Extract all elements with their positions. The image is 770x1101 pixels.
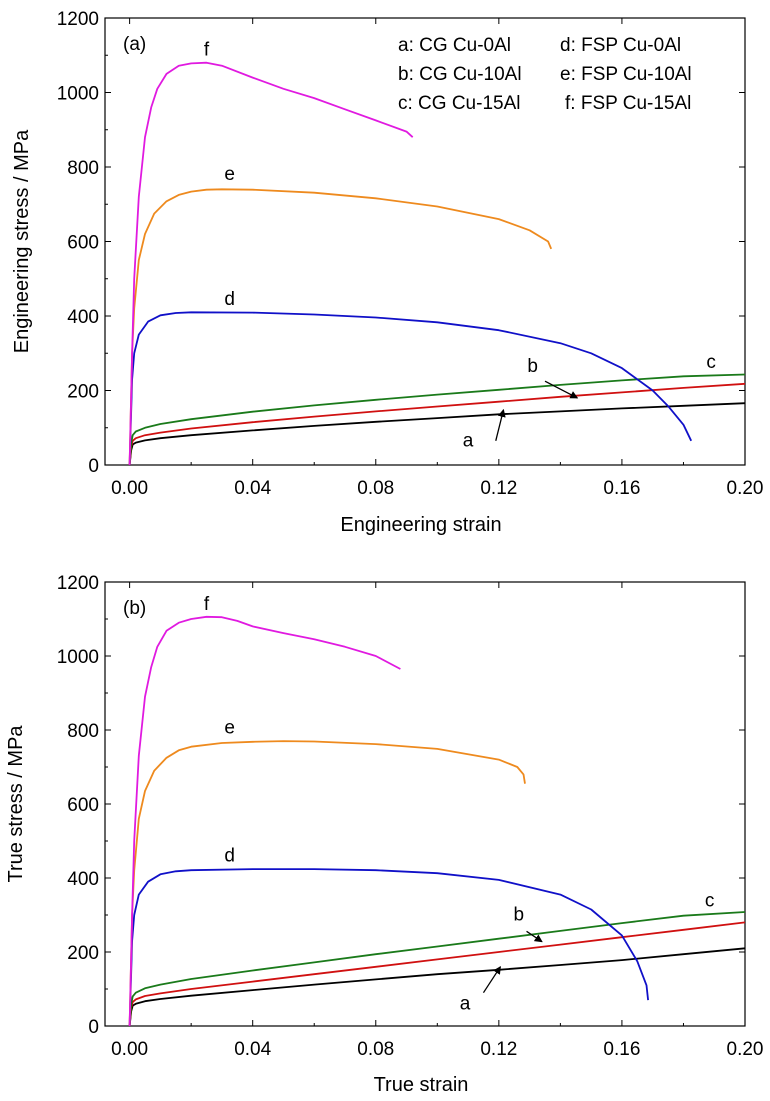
arrow-b xyxy=(544,380,579,399)
legend-entry: d: FSP Cu-0Al xyxy=(560,35,681,56)
curve-label-d: d xyxy=(224,845,235,866)
series-line-e xyxy=(128,740,526,1026)
y-tick-label: 1000 xyxy=(57,84,99,105)
x-axis-label: True strain xyxy=(374,1074,469,1096)
x-tick-label: 0.08 xyxy=(357,478,394,499)
y-tick-label: 1200 xyxy=(57,573,99,594)
y-tick-label: 200 xyxy=(67,382,99,403)
series-line-b xyxy=(128,382,745,465)
series-line-b xyxy=(128,921,745,1026)
x-tick-label: 0.04 xyxy=(234,1039,271,1060)
curve-label-c: c xyxy=(705,890,715,911)
x-tick-label: 0.08 xyxy=(357,1039,394,1060)
curve-label-e: e xyxy=(224,718,235,739)
legend-entry: c: CG Cu-15Al xyxy=(398,93,520,114)
chart-panel-a: 0.00 0.04 0.08 0.12 0.16 0.20 0 200 400 600 800 100… xyxy=(11,9,763,536)
x-tick-label: 0.16 xyxy=(603,1039,640,1060)
series-line-c xyxy=(128,373,745,465)
y-tick-label: 1200 xyxy=(57,9,99,30)
series-line-a xyxy=(128,402,745,465)
series-line-a xyxy=(128,947,745,1026)
plot-frame xyxy=(104,17,746,466)
x-tick-label: 0.16 xyxy=(603,478,640,499)
y-tick-label: 400 xyxy=(67,307,99,328)
arrow-a xyxy=(495,408,506,441)
curve-label-a: a xyxy=(463,430,474,451)
x-tick-label: 0.00 xyxy=(111,1039,148,1060)
series-line-f xyxy=(128,615,401,1026)
curve-label-e: e xyxy=(224,164,235,185)
curve-label-b: b xyxy=(514,905,525,926)
legend: a: CG Cu-0Al b: CG Cu-10Al c: CG Cu-15Al d:… xyxy=(398,35,692,114)
legend-entry: f: FSP Cu-15Al xyxy=(565,93,691,114)
legend-entry: e: FSP Cu-10Al xyxy=(560,64,692,85)
x-tick-label: 0.12 xyxy=(480,478,517,499)
series-line-d xyxy=(128,868,649,1026)
y-tick-label: 200 xyxy=(67,943,99,964)
y-tick-label: 600 xyxy=(67,233,99,254)
curve-label-f: f xyxy=(204,594,210,615)
series-line-c xyxy=(128,911,745,1026)
panel-label: (b) xyxy=(123,598,146,619)
y-tick-label: 400 xyxy=(67,869,99,890)
x-tick-label: 0.00 xyxy=(111,478,148,499)
y-tick-label: 600 xyxy=(67,795,99,816)
y-tick-label: 800 xyxy=(67,721,99,742)
x-axis-label: Engineering strain xyxy=(340,514,501,536)
curve-label-c: c xyxy=(706,352,716,373)
arrow-b xyxy=(526,930,543,943)
curve-label-f: f xyxy=(204,39,210,60)
series-line-e xyxy=(128,188,553,465)
x-tick-label: 0.04 xyxy=(234,478,271,499)
chart-panel-b: 0.00 0.04 0.08 0.12 0.16 0.20 0 200 400 600 800 100… xyxy=(5,573,763,1096)
series-line-d xyxy=(128,311,693,465)
y-axis-label: Engineering stress / MPa xyxy=(11,129,33,353)
arrow-a xyxy=(482,965,501,994)
series-line-f xyxy=(128,61,414,465)
x-tick-label: 0.20 xyxy=(727,478,764,499)
y-tick-label: 0 xyxy=(88,1017,99,1038)
y-axis-label: True stress / MPa xyxy=(5,725,27,883)
curve-label-d: d xyxy=(224,289,235,310)
y-tick-label: 800 xyxy=(67,158,99,179)
legend-entry: a: CG Cu-0Al xyxy=(398,35,511,56)
legend-entry: b: CG Cu-10Al xyxy=(398,64,522,85)
y-tick-label: 1000 xyxy=(57,647,99,668)
panel-label: (a) xyxy=(123,34,146,55)
x-tick-label: 0.20 xyxy=(727,1039,764,1060)
x-tick-label: 0.12 xyxy=(480,1039,517,1060)
curve-label-a: a xyxy=(460,993,471,1014)
y-tick-label: 0 xyxy=(88,456,99,477)
curve-label-b: b xyxy=(527,356,538,377)
plot-frame xyxy=(104,581,746,1027)
